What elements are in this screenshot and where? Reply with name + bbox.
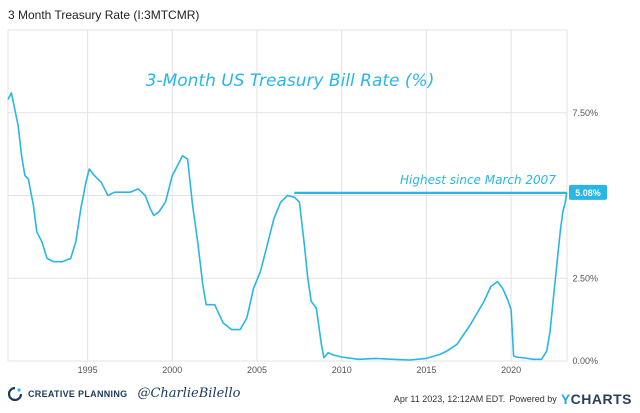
x-tick-label: 2015 <box>416 365 436 375</box>
timestamp: Apr 11 2023, 12:12AM EDT. <box>393 394 506 404</box>
axis-layer: 1995 2000 2005 2010 2015 2020 0.00% 2.50% 7.50% <box>78 108 598 375</box>
creative-planning-logo-icon <box>8 386 22 401</box>
x-tick-label: 1995 <box>78 365 98 375</box>
author-handle: @CharlieBilello <box>137 386 241 401</box>
chart-title: 3-Month US Treasury Bill Rate (%) <box>146 71 435 91</box>
powered-by-label: Powered by <box>509 394 557 404</box>
footer-branding: CREATIVE PLANNING @CharlieBilello <box>8 386 240 401</box>
annotation-text: Highest since March 2007 <box>400 173 556 187</box>
x-tick-label: 2010 <box>332 365 352 375</box>
current-value-badge <box>569 184 607 200</box>
y-tick-label: 7.50% <box>572 108 598 118</box>
series-line <box>7 92 568 361</box>
x-tick-label: 2000 <box>162 365 182 375</box>
brand-name: CREATIVE PLANNING <box>28 388 128 399</box>
y-tick-label: 0.00% <box>572 356 598 366</box>
x-tick-label: 2020 <box>501 365 521 375</box>
annotation-layer: Highest since March 2007 5.08% <box>294 173 607 200</box>
y-tick-label: 2.50% <box>572 273 598 283</box>
ycharts-logo[interactable]: YCHARTS <box>560 391 632 407</box>
x-tick-label: 2005 <box>247 365 267 375</box>
series-layer <box>7 92 568 361</box>
chart-page-title: 3 Month Treasury Rate (I:3MTCMR) <box>8 8 200 22</box>
current-value-label: 5.08% <box>575 188 601 198</box>
footer-attribution: Apr 11 2023, 12:12AM EDT. Powered by YCH… <box>394 391 632 407</box>
